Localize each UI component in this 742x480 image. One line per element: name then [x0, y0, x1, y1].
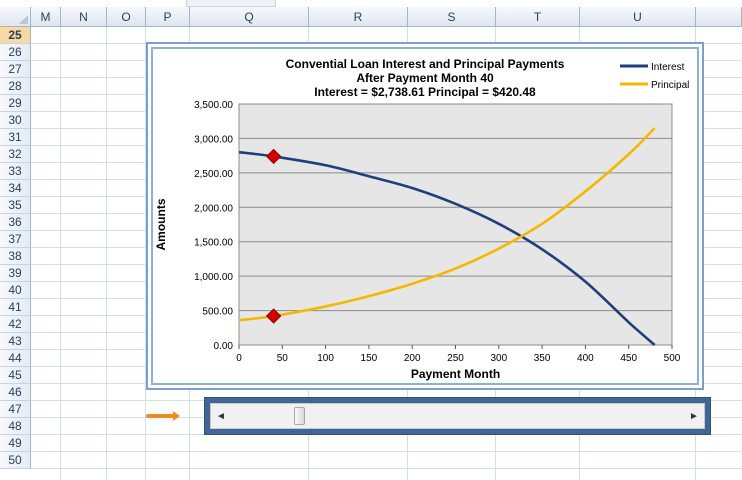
chart-title-line3: Interest = $2,738.61 Principal = $420.48 [314, 85, 536, 99]
y-axis-title: Amounts [154, 198, 168, 250]
x-tick-label: 0 [236, 353, 242, 364]
y-tick-label: 3,500.00 [194, 100, 233, 111]
row-header-31[interactable]: 31 [0, 129, 31, 146]
row-header-40[interactable]: 40 [0, 282, 31, 299]
formula-bar-edge [186, 0, 276, 7]
chart-title-line2: After Payment Month 40 [356, 71, 494, 85]
row-header-50[interactable]: 50 [0, 452, 31, 469]
row-header-44[interactable]: 44 [0, 350, 31, 367]
select-all-triangle-icon [19, 15, 28, 24]
select-all-corner[interactable] [0, 7, 31, 27]
column-header-q[interactable]: Q [190, 7, 309, 27]
row-header-25[interactable]: 25 [0, 27, 31, 44]
legend-label-principal: Principal [651, 80, 689, 91]
x-tick-label: 450 [620, 353, 637, 364]
row-header-41[interactable]: 41 [0, 299, 31, 316]
column-header-p[interactable]: P [146, 7, 190, 27]
column-gridline [145, 27, 146, 480]
x-tick-label: 250 [447, 353, 464, 364]
row-header-35[interactable]: 35 [0, 197, 31, 214]
row-header-28[interactable]: 28 [0, 78, 31, 95]
x-tick-label: 200 [404, 353, 421, 364]
y-tick-label: 500.00 [202, 307, 233, 318]
row-header-30[interactable]: 30 [0, 112, 31, 129]
row-header-32[interactable]: 32 [0, 146, 31, 163]
row-gridline [31, 468, 742, 469]
y-tick-label: 1,500.00 [194, 238, 233, 249]
column-header-n[interactable]: N [61, 7, 107, 27]
y-tick-label: 2,500.00 [194, 169, 233, 180]
x-tick-label: 100 [317, 353, 334, 364]
payment-month-scrollbar-frame: ◄ ► [204, 397, 711, 435]
legend-label-interest: Interest [651, 62, 685, 73]
column-gridline [60, 27, 61, 480]
row-header-34[interactable]: 34 [0, 180, 31, 197]
payment-month-scrollbar[interactable]: ◄ ► [210, 403, 705, 429]
row-header-46[interactable]: 46 [0, 384, 31, 401]
row-header-38[interactable]: 38 [0, 248, 31, 265]
column-header-next[interactable] [696, 7, 742, 27]
column-gridline [106, 27, 107, 480]
row-header-29[interactable]: 29 [0, 95, 31, 112]
column-header-t[interactable]: T [496, 7, 580, 27]
row-header-48[interactable]: 48 [0, 418, 31, 435]
chart-plot-svg: 0.00 500.00 1,000.00 1,500.00 2,000.00 2,500.… [154, 62, 689, 381]
row-header-39[interactable]: 39 [0, 265, 31, 282]
row-header-33[interactable]: 33 [0, 163, 31, 180]
plot-area [238, 103, 673, 346]
row-header-43[interactable]: 43 [0, 333, 31, 350]
row-header-45[interactable]: 45 [0, 367, 31, 384]
y-tick-label: 0.00 [214, 341, 234, 352]
x-tick-label: 350 [534, 353, 551, 364]
row-header-49[interactable]: 49 [0, 435, 31, 452]
x-tick-label: 400 [577, 353, 594, 364]
marker-principal [265, 308, 282, 324]
chart-object[interactable]: Convential Loan Interest and Principal P… [146, 42, 704, 390]
row-header-47[interactable]: 47 [0, 401, 31, 418]
y-tick-label: 2,000.00 [194, 203, 233, 214]
column-header-s[interactable]: S [408, 7, 496, 27]
series-line-interest [238, 150, 656, 346]
marker-interest [265, 148, 282, 165]
chart-area: Convential Loan Interest and Principal P… [151, 47, 699, 385]
x-tick-label: 50 [277, 353, 289, 364]
row-header-37[interactable]: 37 [0, 231, 31, 248]
scroll-left-arrow[interactable]: ◄ [216, 410, 226, 422]
series-line-principal [238, 127, 656, 322]
row-header-42[interactable]: 42 [0, 316, 31, 333]
x-axis-title: Payment Month [411, 367, 500, 381]
column-header-u[interactable]: U [580, 7, 696, 27]
row-header-27[interactable]: 27 [0, 61, 31, 78]
scroll-right-arrow[interactable]: ► [689, 410, 699, 422]
column-header-r[interactable]: R [309, 7, 408, 27]
row-header-36[interactable]: 36 [0, 214, 31, 231]
y-tick-label: 1,000.00 [194, 272, 233, 283]
x-tick-label: 150 [361, 353, 378, 364]
chart-title-line1: Convential Loan Interest and Principal P… [285, 57, 565, 71]
column-header-m[interactable]: M [31, 7, 61, 27]
column-header-o[interactable]: O [107, 7, 146, 27]
y-tick-label: 3,000.00 [194, 134, 233, 145]
scrollbar-thumb[interactable] [293, 407, 305, 425]
row-header-26[interactable]: 26 [0, 44, 31, 61]
arrow-pointer-icon [146, 411, 180, 421]
row-gridline [31, 451, 742, 452]
x-tick-label: 500 [664, 353, 681, 364]
x-tick-label: 300 [490, 353, 507, 364]
